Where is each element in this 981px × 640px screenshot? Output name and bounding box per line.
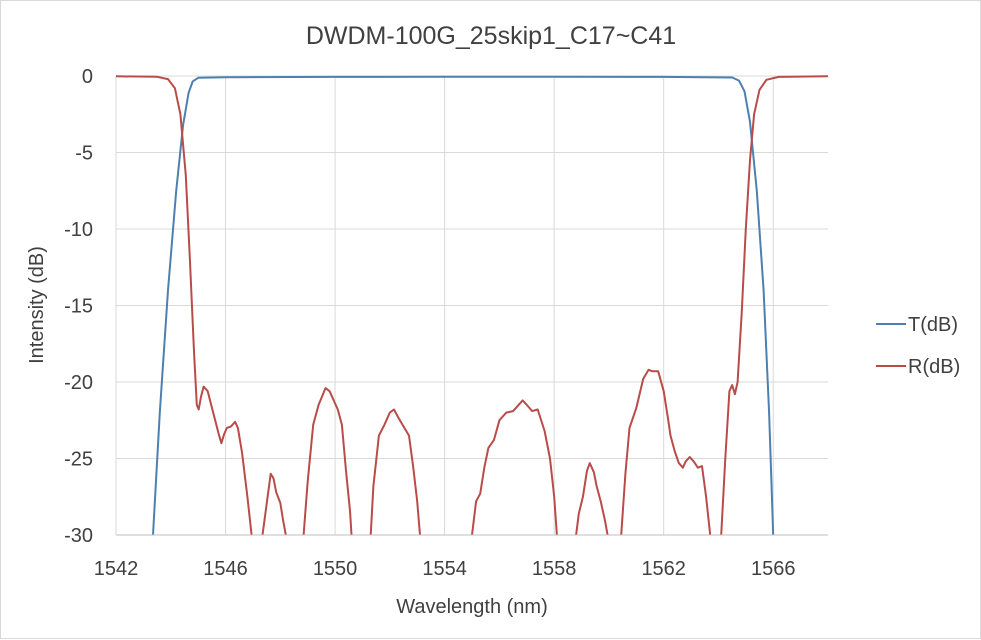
legend-label-r: R(dB) xyxy=(908,356,960,378)
series-line-r xyxy=(369,408,421,536)
y-tick-labels: 0 -5 -10 -15 -20 -25 -30 xyxy=(64,66,93,547)
x-tick-label: 1542 xyxy=(94,558,139,580)
x-tick-label: 1554 xyxy=(422,558,467,580)
x-tick-label: 1558 xyxy=(532,558,577,580)
y-tick-label: -5 xyxy=(75,143,93,165)
y-tick-label: 0 xyxy=(82,66,93,88)
y-tick-label: -20 xyxy=(64,372,93,394)
series-line-r xyxy=(261,472,287,536)
x-tick-label: 1566 xyxy=(751,558,796,580)
y-tick-label: -30 xyxy=(64,525,93,547)
chart-title: DWDM-100G_25skip1_C17~C41 xyxy=(306,22,676,50)
series-line-r xyxy=(620,368,712,536)
y-axis-label: Intensity (dB) xyxy=(26,246,48,364)
legend-label-t: T(dB) xyxy=(908,314,958,336)
x-axis-label: Wavelength (nm) xyxy=(396,596,548,618)
grid-lines xyxy=(115,75,828,536)
x-tick-labels: 1542 1546 1550 1554 1558 1562 1566 xyxy=(94,558,796,580)
legend: T(dB) R(dB) xyxy=(876,314,960,378)
series-line-r xyxy=(575,462,609,536)
x-tick-label: 1546 xyxy=(203,558,248,580)
y-tick-label: -10 xyxy=(64,219,93,241)
plot-series xyxy=(115,75,829,536)
series-line-r xyxy=(115,75,253,536)
y-tick-label: -25 xyxy=(64,449,93,471)
series-line-r xyxy=(302,387,353,536)
legend-item-t: T(dB) xyxy=(876,314,958,336)
series-line-r xyxy=(720,75,829,536)
legend-item-r: R(dB) xyxy=(876,356,960,378)
x-tick-label: 1562 xyxy=(641,558,686,580)
x-tick-label: 1550 xyxy=(313,558,358,580)
series-line-r xyxy=(471,399,558,536)
series-line-t xyxy=(152,75,775,536)
y-tick-label: -15 xyxy=(64,296,93,318)
